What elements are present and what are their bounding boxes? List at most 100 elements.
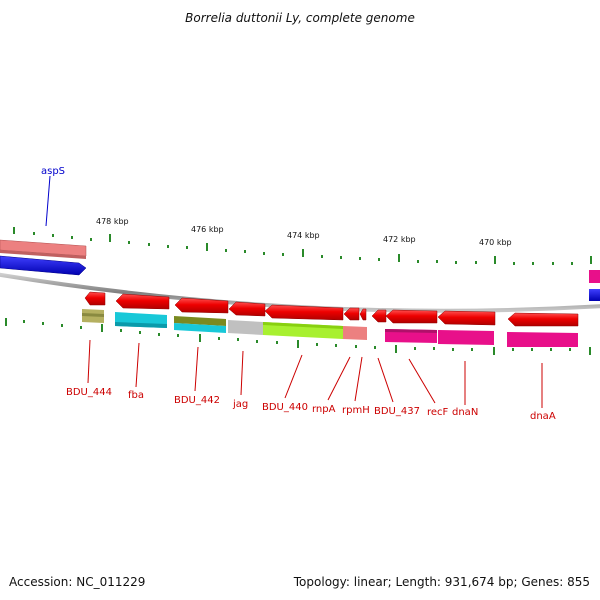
feature-aspS-blue-arrow[interactable] — [0, 255, 87, 276]
gene-dnaN-arrow[interactable] — [437, 310, 496, 326]
scale-tick — [71, 236, 73, 239]
bar-dnaN[interactable] — [438, 330, 494, 345]
scale-tick — [218, 337, 220, 340]
map-title: Borrelia duttonii Ly, complete genome — [185, 11, 415, 25]
gene-label-BDU_444[interactable]: BDU_444 — [66, 387, 112, 398]
scale-tick — [225, 249, 227, 252]
gene-rnpA-arrow[interactable] — [343, 307, 360, 321]
scale-tick — [128, 241, 130, 244]
lower-tick-row — [5, 318, 591, 355]
scale-label-470: 470 kbp — [479, 238, 512, 247]
gene-BDU_442-arrow[interactable] — [174, 297, 229, 314]
bar-BDU_444-band — [82, 313, 104, 317]
gene-label-recF[interactable]: recF — [427, 407, 449, 418]
leader-lines — [45, 175, 543, 408]
scale-tick — [316, 343, 318, 346]
scale-tick — [120, 329, 122, 332]
gene-label-dnaN[interactable]: dnaN — [452, 407, 478, 418]
scale-tick — [206, 243, 208, 251]
gene-label-rpmH[interactable]: rpmH — [342, 405, 370, 416]
scale-tick — [199, 334, 201, 342]
scale-tick — [282, 253, 284, 256]
gene-label-jag[interactable]: jag — [232, 399, 248, 410]
scale-tick — [244, 250, 246, 253]
leader-recF — [408, 358, 436, 404]
gene-jag-arrow[interactable] — [228, 301, 266, 317]
scale-tick — [80, 326, 82, 329]
gene-label-fba[interactable]: fba — [128, 390, 144, 401]
scale-tick — [276, 341, 278, 344]
scale-tick — [471, 348, 473, 351]
scale-tick — [302, 249, 304, 257]
leader-aspS — [45, 175, 51, 227]
scale-tick — [148, 243, 150, 246]
gene-recF-arrow[interactable] — [385, 309, 438, 324]
gene-label-dnaA[interactable]: dnaA — [530, 411, 556, 422]
leader-rpmH — [354, 356, 363, 402]
scale-tick — [452, 348, 454, 351]
gene-BDU_440-arrow[interactable] — [264, 304, 344, 321]
scale-tick — [569, 348, 571, 351]
accession-text: Accession: NC_011229 — [9, 575, 146, 589]
scale-tick — [359, 257, 361, 260]
leader-jag — [240, 350, 244, 396]
gene-dnaA-arrow[interactable] — [507, 312, 579, 327]
scale-tick — [494, 256, 496, 264]
leader-BDU_437 — [377, 357, 394, 403]
scale-tick — [237, 338, 239, 341]
bar-BDU_440-band — [263, 322, 343, 329]
gene-label-rnpA[interactable]: rnpA — [312, 404, 336, 415]
scale-tick — [571, 262, 573, 265]
bar-rnpA[interactable] — [343, 326, 367, 340]
scale-tick — [335, 344, 337, 347]
scale-tick — [158, 333, 160, 336]
gene-label-BDU_437[interactable]: BDU_437 — [374, 406, 420, 417]
bar-jag[interactable] — [228, 320, 263, 335]
scale-tick — [513, 262, 515, 265]
scale-tick — [61, 324, 63, 327]
topology-text: Topology: linear; Length: 931,674 bp; Ge… — [293, 575, 590, 589]
gene-label-BDU_440[interactable]: BDU_440 — [262, 402, 308, 413]
scale-tick — [52, 234, 54, 237]
scale-tick — [355, 345, 357, 348]
scale-tick — [256, 340, 258, 343]
scale-tick — [550, 348, 552, 351]
scale-tick — [589, 347, 591, 355]
scale-tick — [321, 255, 323, 258]
feature-right-edge-blue[interactable] — [589, 289, 600, 301]
scale-label-476: 476 kbp — [191, 225, 224, 234]
scale-tick — [531, 348, 533, 351]
scale-tick — [417, 260, 419, 263]
scale-tick — [177, 334, 179, 337]
scale-tick — [23, 320, 25, 323]
scale-tick — [374, 346, 376, 349]
scale-tick — [297, 340, 299, 348]
bar-dnaA[interactable] — [507, 332, 578, 347]
upper-tick-row — [13, 227, 592, 265]
scale-tick — [590, 256, 592, 264]
scale-tick — [395, 345, 397, 353]
scale-tick — [493, 347, 495, 355]
gene-fba-arrow[interactable] — [115, 293, 170, 310]
bar-BDU_442-olive[interactable] — [174, 316, 226, 326]
scale-tick — [433, 347, 435, 350]
scale-tick — [263, 252, 265, 255]
gene-BDU_444-arrow[interactable] — [84, 291, 106, 306]
scale-tick — [398, 254, 400, 262]
bar-BDU_442-cyan[interactable] — [174, 323, 226, 333]
scale-tick — [436, 260, 438, 263]
scale-tick — [186, 246, 188, 249]
feature-bars — [82, 309, 578, 347]
feature-right-edge-magenta[interactable] — [589, 270, 600, 283]
scale-tick — [33, 232, 35, 235]
gene-label-BDU_442[interactable]: BDU_442 — [174, 395, 220, 406]
scale-tick — [532, 262, 534, 265]
leader-BDU_444 — [87, 339, 91, 384]
upper-strand-features — [0, 239, 600, 301]
scale-tick — [552, 262, 554, 265]
scale-tick — [340, 256, 342, 259]
gene-rpmH-arrow[interactable] — [359, 308, 367, 321]
scale-tick — [139, 331, 141, 334]
gene-label-aspS[interactable]: aspS — [41, 166, 65, 177]
